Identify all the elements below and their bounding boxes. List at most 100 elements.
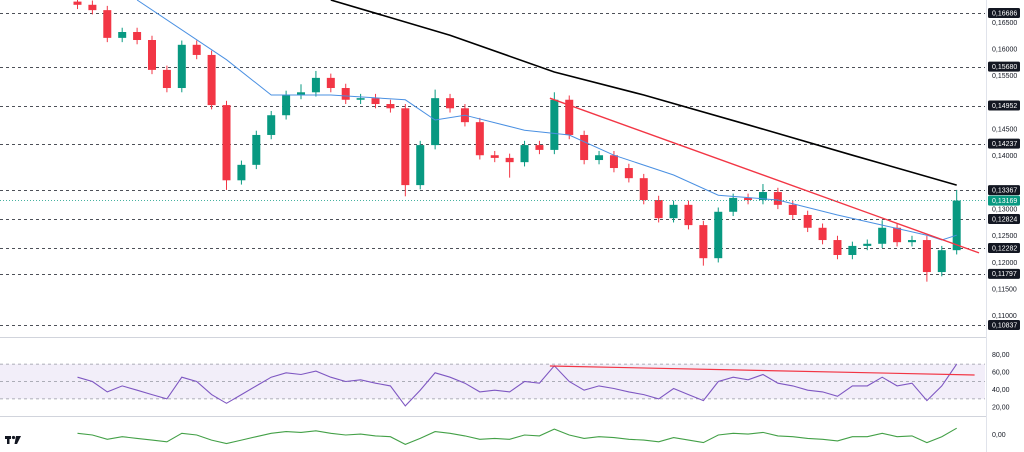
candle-body <box>282 94 291 116</box>
candle-body <box>162 69 171 89</box>
candle-body <box>326 77 335 89</box>
candle-body <box>848 245 857 255</box>
candle-body <box>401 108 410 186</box>
candle-body <box>118 32 127 38</box>
candle-body <box>475 122 484 156</box>
y-tick-label: 0,16500 <box>992 20 1017 27</box>
candle-body <box>311 77 320 93</box>
level-label: 0,11797 <box>992 271 1017 278</box>
candle-body <box>580 134 589 161</box>
candle-body <box>744 197 753 201</box>
level-label: 0,10837 <box>992 322 1017 329</box>
candle-body <box>565 99 574 135</box>
y-tick-label: 0,14000 <box>992 153 1017 160</box>
candle-body <box>297 92 306 95</box>
candle-body <box>863 243 872 246</box>
candle-body <box>252 134 261 165</box>
candle-body <box>699 225 708 259</box>
logo <box>5 435 21 444</box>
candle-body <box>103 10 112 38</box>
candle-body <box>639 178 648 201</box>
candle-body <box>371 98 380 105</box>
last-price-label: 0,13169 <box>992 198 1017 205</box>
candle-body <box>803 214 812 228</box>
last-price-box <box>988 195 1020 206</box>
level-label-box <box>988 320 1020 331</box>
candle-body <box>669 204 678 219</box>
line <box>549 97 980 254</box>
candle-body <box>893 227 902 243</box>
candle-body <box>88 4 97 11</box>
level-label: 0,13367 <box>992 187 1017 194</box>
candle-body <box>535 145 544 150</box>
line <box>136 0 957 241</box>
candle-body <box>490 155 499 158</box>
candle-body <box>833 240 842 255</box>
candle-body <box>237 164 246 181</box>
candle-body <box>654 200 663 219</box>
level-label-box <box>988 185 1020 196</box>
candle-body <box>907 240 916 243</box>
candle-body <box>505 157 514 163</box>
candle-body <box>878 227 887 244</box>
level-label: 0,12824 <box>992 216 1017 223</box>
line <box>77 363 958 407</box>
candle-body <box>386 104 395 109</box>
y-tick-label: 20,00 <box>992 404 1010 411</box>
y-tick-label: 0,11000 <box>992 313 1017 320</box>
level-label-box <box>988 268 1020 279</box>
candle-body <box>267 115 276 135</box>
candle-body <box>773 192 782 205</box>
level-label: 0,12282 <box>992 245 1017 252</box>
candle-body <box>431 98 440 146</box>
y-tick-label: 60,00 <box>992 370 1010 377</box>
candle-body <box>356 98 365 100</box>
level-label-box <box>988 138 1020 149</box>
candle-body <box>341 88 350 100</box>
y-tick-label: 0,16000 <box>992 46 1017 53</box>
y-tick-label: 0,12000 <box>992 260 1017 267</box>
line <box>549 365 975 376</box>
level-label-box <box>988 8 1020 19</box>
candle-body <box>207 54 216 106</box>
y-tick-label: 40,00 <box>992 387 1010 394</box>
candle-body <box>729 197 738 212</box>
candle-body <box>818 227 827 241</box>
candle-body <box>73 1 82 5</box>
line <box>330 0 957 186</box>
candle-body <box>937 250 946 273</box>
y-tick-label: 0,00 <box>992 432 1006 439</box>
level-label: 0,16686 <box>992 10 1017 17</box>
y-tick-label: 0,12500 <box>992 233 1017 240</box>
candle-body <box>446 98 455 109</box>
candle-body <box>192 44 201 55</box>
y-tick-label: 0,11500 <box>992 287 1017 294</box>
candle-body <box>133 32 142 41</box>
candle-body <box>922 240 931 273</box>
candle-body <box>758 192 767 201</box>
candle-body <box>952 200 961 251</box>
candle-body <box>416 145 425 186</box>
y-tick-label: 0,13000 <box>992 206 1017 213</box>
candle-body <box>550 99 559 150</box>
y-tick-label: 80,00 <box>992 352 1010 359</box>
level-label: 0,15680 <box>992 64 1017 71</box>
line <box>77 427 957 446</box>
candle-body <box>177 44 186 89</box>
level-label-box <box>988 214 1020 225</box>
candle-body <box>595 155 604 161</box>
candle-body <box>147 40 156 70</box>
level-label-box <box>988 61 1020 72</box>
level-label: 0,14237 <box>992 141 1017 148</box>
level-label: 0,14952 <box>992 103 1017 110</box>
candle-body <box>714 211 723 259</box>
candle-body <box>624 168 633 179</box>
candle-body <box>520 145 529 163</box>
level-label-box <box>988 100 1020 111</box>
y-tick-label: 0,14500 <box>992 126 1017 133</box>
level-label-box <box>988 242 1020 253</box>
y-tick-label: 0,15500 <box>992 73 1017 80</box>
candle-body <box>788 204 797 215</box>
candle-body <box>222 105 231 181</box>
